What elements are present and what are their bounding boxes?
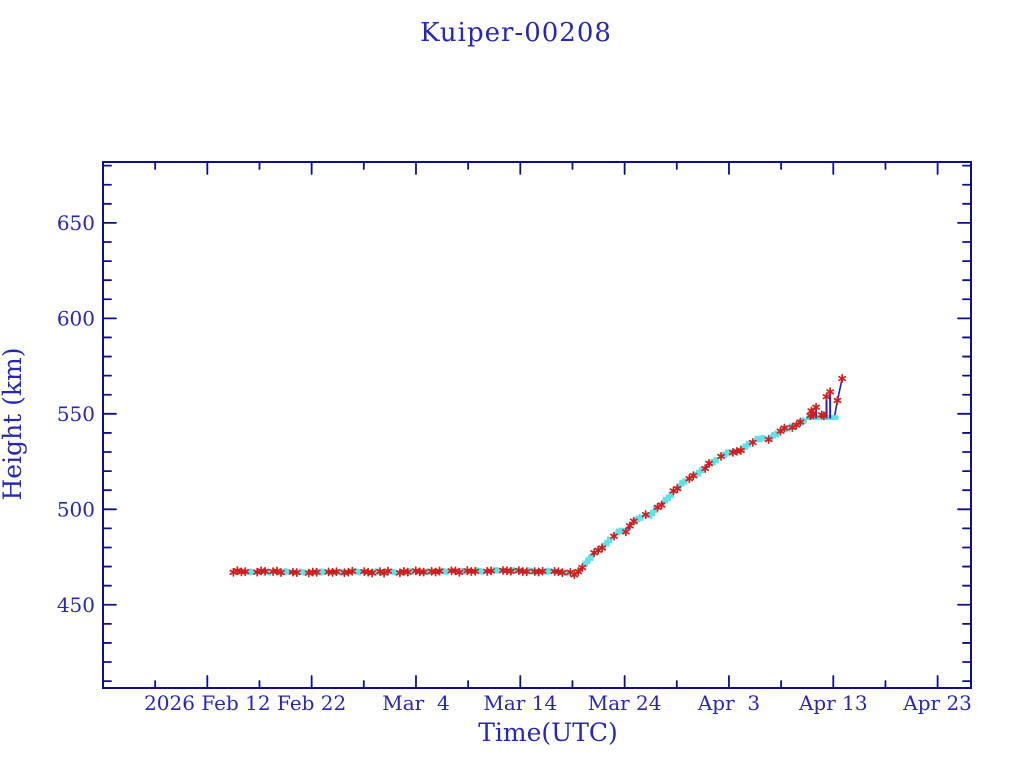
height-profile-line — [233, 378, 843, 575]
axis-ticks — [102, 161, 972, 689]
red-asterisk-marker — [558, 568, 567, 578]
red-asterisk-marker — [574, 567, 583, 576]
plot-area — [229, 374, 847, 580]
red-asterisk-marker — [276, 568, 285, 578]
y-tick-label: 550 — [57, 402, 95, 426]
red-asterisk-marker — [455, 567, 464, 577]
plot-frame — [102, 161, 972, 689]
red-asterisk-marker — [332, 567, 341, 577]
cyan-marker — [744, 440, 752, 448]
red-asterisk-marker — [403, 567, 412, 577]
red-asterisk-marker — [641, 510, 650, 520]
red-asterisk-marker — [471, 566, 480, 576]
cyan-marker — [373, 567, 381, 576]
tail-red-marker — [833, 396, 842, 405]
band-red-marker — [819, 411, 828, 421]
y-tick-label: 450 — [57, 593, 95, 617]
red-asterisk-marker — [384, 566, 393, 576]
y-tick-label: 600 — [57, 306, 95, 330]
red-asterisk-marker — [598, 543, 607, 553]
spike-top-marker — [812, 402, 821, 412]
red-asterisk-marker — [748, 437, 757, 447]
y-tick-label: 650 — [57, 211, 95, 235]
red-asterisk-marker — [625, 521, 634, 531]
red-asterisk-marker — [538, 566, 547, 576]
x-tick-label: Mar 4 — [382, 691, 449, 715]
x-tick-label: Mar 24 — [588, 691, 662, 715]
cyan-marker — [442, 568, 450, 576]
red-asterisk-marker — [435, 566, 444, 576]
red-asterisk-marker — [689, 471, 698, 481]
red-asterisk-marker — [673, 484, 682, 494]
red-asterisk-marker — [621, 527, 630, 537]
red-asterisk-marker — [796, 417, 805, 427]
red-asterisk-marker — [233, 566, 242, 576]
tail-red-marker — [838, 374, 847, 383]
x-tick-label: Apr 13 — [798, 691, 868, 715]
red-asterisk-marker — [368, 568, 377, 578]
red-asterisk-marker — [705, 458, 714, 468]
cyan-marker — [282, 567, 290, 576]
red-asterisk-marker — [312, 567, 321, 577]
x-tick-label: Feb 22 — [277, 691, 346, 715]
red-asterisk-marker — [657, 500, 666, 510]
red-asterisk-marker — [522, 567, 531, 577]
cyan-marker — [494, 566, 502, 574]
red-asterisk-marker — [764, 435, 773, 445]
x-tick-label: Apr 3 — [697, 691, 760, 715]
red-asterisk-marker — [348, 566, 357, 576]
red-asterisk-marker — [717, 451, 726, 461]
axis-tick-labels: 2026 Feb 12 Feb 22 Mar 4 Mar 14 Mar 24 Apr 3 A… — [57, 211, 972, 715]
red-asterisk-marker — [419, 567, 428, 577]
cyan-marker — [759, 434, 767, 442]
red-asterisk-marker — [506, 566, 515, 576]
plot-border — [102, 161, 972, 689]
y-axis-label: Height (km) — [0, 347, 27, 500]
red-asterisk-marker — [780, 423, 789, 433]
chart-title: Kuiper-00208 — [420, 18, 612, 48]
red-asterisk-marker — [578, 563, 587, 573]
y-tick-label: 500 — [57, 497, 95, 521]
red-asterisk-marker — [736, 446, 745, 455]
spike-top-marker — [826, 387, 835, 397]
x-tick-label: 2026 Feb 12 — [144, 691, 270, 715]
cyan-marker — [587, 554, 595, 562]
red-asterisk-marker — [261, 566, 270, 576]
cyan-marker — [354, 568, 362, 576]
x-tick-label: Mar 14 — [483, 691, 557, 715]
red-asterisk-marker — [610, 531, 618, 541]
x-axis-label: Time(UTC) — [478, 718, 618, 747]
band-red-marker — [809, 410, 818, 420]
red-asterisk-marker — [487, 566, 496, 576]
red-asterisk-marker — [629, 516, 638, 526]
red-asterisk-marker — [292, 568, 301, 578]
x-tick-label: Apr 23 — [902, 691, 972, 715]
red-asterisk-marker — [701, 464, 710, 473]
red-asterisk-marker — [241, 567, 250, 577]
